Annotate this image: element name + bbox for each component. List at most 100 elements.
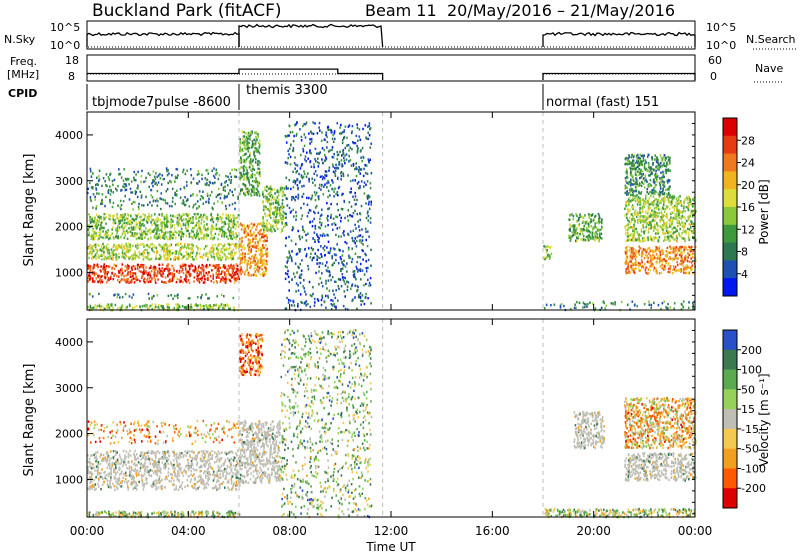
data-cell: [273, 213, 275, 216]
data-cell: [546, 245, 548, 248]
data-cell: [213, 202, 215, 205]
data-cell: [327, 189, 330, 193]
data-cell: [614, 301, 616, 304]
data-cell: [653, 266, 656, 269]
data-cell: [208, 201, 210, 205]
data-cell: [288, 250, 290, 253]
data-cell: [126, 222, 129, 225]
data-cell: [321, 296, 324, 299]
data-cell: [150, 229, 153, 232]
data-cell: [246, 190, 249, 194]
data-cell: [248, 248, 250, 252]
data-cell: [588, 235, 591, 238]
data-cell: [97, 183, 99, 186]
data-cell: [176, 231, 178, 234]
data-cell: [134, 214, 137, 217]
data-cell: [182, 255, 185, 258]
data-cell: [258, 233, 261, 236]
data-cell: [310, 152, 312, 155]
data-cell: [244, 257, 246, 260]
data-cell: [156, 175, 158, 178]
data-cell: [103, 226, 105, 230]
data-cell: [102, 177, 105, 180]
data-cell: [255, 274, 258, 277]
data-cell: [367, 297, 369, 300]
data-cell: [172, 237, 174, 240]
data-cell: [104, 213, 107, 216]
data-cell: [225, 196, 227, 199]
data-cell: [252, 167, 254, 170]
data-cell: [118, 306, 121, 309]
data-cell: [112, 219, 115, 222]
data-cell: [627, 235, 630, 238]
data-cell: [211, 305, 213, 309]
data-cell: [220, 220, 223, 223]
data-cell: [323, 300, 326, 304]
data-cell: [248, 160, 251, 163]
data-cell: [292, 149, 294, 153]
data-cell: [594, 239, 597, 242]
data-cell: [140, 180, 142, 184]
data-cell: [254, 259, 256, 263]
data-cell: [166, 258, 168, 261]
data-cell: [163, 255, 166, 258]
data-cell: [581, 232, 584, 235]
data-cell: [251, 183, 253, 187]
data-cell: [112, 216, 114, 220]
data-cell: [217, 220, 219, 223]
data-cell: [597, 212, 600, 216]
data-cell: [116, 274, 118, 278]
data-cell: [130, 180, 133, 183]
data-cell: [183, 255, 186, 258]
data-cell: [327, 266, 329, 269]
data-cell: [594, 232, 597, 235]
data-cell: [287, 187, 289, 190]
data-cell: [316, 132, 319, 135]
data-cell: [118, 226, 121, 229]
data-cell: [87, 228, 90, 231]
data-cell: [228, 225, 230, 228]
data-cell: [157, 181, 160, 184]
data-cell: [348, 254, 350, 257]
data-cell: [192, 218, 194, 221]
data-cell: [687, 248, 689, 252]
data-cell: [98, 175, 100, 178]
data-cell: [169, 234, 172, 237]
data-cell: [597, 229, 600, 233]
data-cell: [343, 156, 345, 160]
data-cell: [572, 230, 575, 234]
data-cell: [167, 249, 169, 252]
data-cell: [251, 240, 254, 243]
data-cell: [95, 227, 98, 230]
data-cell: [300, 164, 303, 168]
data-cell: [170, 279, 172, 283]
data-cell: [108, 265, 111, 268]
data-cell: [89, 167, 92, 171]
data-cell: [245, 172, 247, 175]
data-cell: [171, 231, 174, 235]
data-cell: [263, 222, 266, 225]
data-cell: [213, 258, 216, 261]
data-cell: [109, 214, 111, 217]
data-cell: [206, 169, 209, 172]
data-cell: [249, 175, 251, 179]
data-cell: [165, 190, 168, 193]
data-cell: [585, 303, 587, 306]
data-cell: [89, 196, 92, 199]
data-cell: [663, 196, 666, 199]
data-cell: [168, 249, 170, 253]
data-cell: [211, 248, 214, 252]
data-cell: [247, 233, 250, 237]
data-cell: [230, 237, 232, 240]
data-cell: [182, 232, 185, 236]
data-cell: [360, 204, 363, 208]
data-cell: [279, 211, 281, 214]
data-cell: [245, 230, 247, 233]
data-cell: [127, 277, 129, 281]
data-cell: [158, 306, 160, 309]
data-cell: [281, 222, 283, 225]
data-cell: [268, 222, 270, 225]
data-cell: [159, 237, 162, 240]
data-cell: [269, 187, 272, 191]
data-cell: [163, 217, 166, 220]
